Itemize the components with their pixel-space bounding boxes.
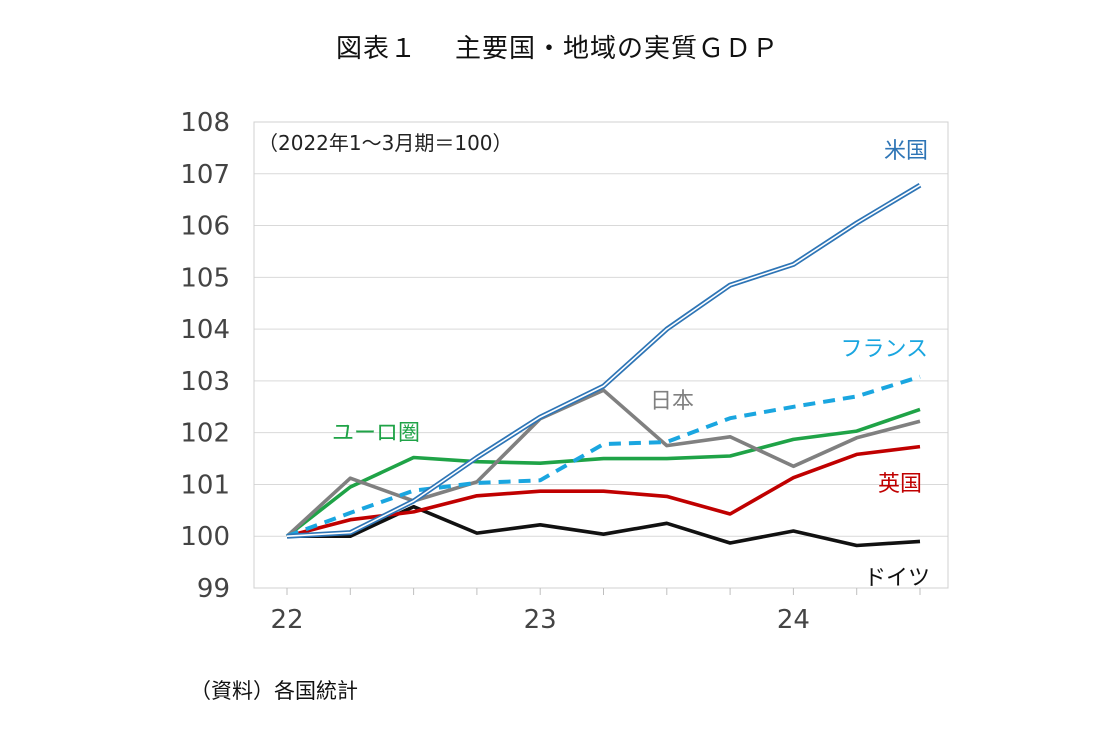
series-line-米国-outer <box>286 183 922 539</box>
y-tick-label-99: 99 <box>197 574 230 604</box>
x-tick-label-23: 23 <box>524 605 557 635</box>
y-tick-label-108: 108 <box>180 108 230 138</box>
base-note: （2022年1～3月期＝100） <box>258 131 513 155</box>
series-label-日本: 日本 <box>650 389 694 414</box>
series-line-英国 <box>286 444 921 538</box>
series-line-フランス <box>286 374 921 539</box>
series-label-フランス: フランス <box>840 337 928 362</box>
series-label-ユーロ圏: ユーロ圏 <box>332 421 420 446</box>
series-line-日本 <box>285 388 921 538</box>
page-title: 図表１ 主要国・地域の実質ＧＤＰ <box>0 28 1115 65</box>
x-tick-label-22: 22 <box>270 605 303 635</box>
plot-frame <box>253 121 949 589</box>
y-tick-label-100: 100 <box>180 522 230 552</box>
figure-number: 図表１ <box>335 34 417 64</box>
series-line-ユーロ圏 <box>285 407 921 538</box>
y-tick-label-102: 102 <box>180 419 230 449</box>
source-note: （資料）各国統計 <box>190 679 358 703</box>
series-line-米国-inner <box>286 184 921 537</box>
y-tick-label-106: 106 <box>180 212 230 242</box>
y-tick-label-104: 104 <box>180 315 230 345</box>
series-label-英国: 英国 <box>878 472 922 497</box>
y-tick-label-103: 103 <box>180 367 230 397</box>
y-tick-label-101: 101 <box>180 470 230 500</box>
y-tick-label-107: 107 <box>180 160 230 190</box>
figure-title: 主要国・地域の実質ＧＤＰ <box>455 34 780 64</box>
y-tick-label-105: 105 <box>180 263 230 293</box>
x-tick-label-24: 24 <box>777 605 810 635</box>
series-label-ドイツ: ドイツ <box>864 566 930 591</box>
series-label-米国: 米国 <box>884 139 928 164</box>
series-line-ドイツ <box>287 504 921 548</box>
